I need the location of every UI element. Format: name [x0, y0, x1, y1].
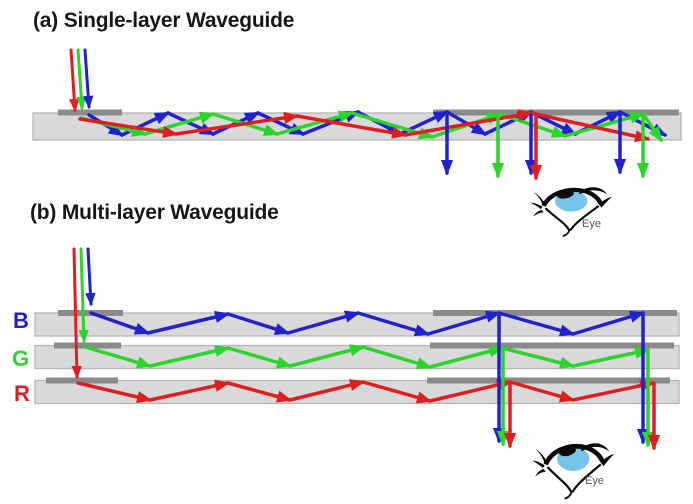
incident-ray-green-a	[75, 48, 87, 111]
guided-ray-red-a	[78, 109, 651, 143]
incident-ray-blue-a	[82, 48, 94, 110]
incident-ray-red-b	[71, 247, 82, 380]
incident-ray-red-a	[69, 48, 80, 113]
layer-label-green: G	[12, 346, 30, 371]
incident-ray-blue-b	[85, 247, 96, 307]
layer-label-blue: B	[13, 308, 29, 333]
green-outcoupling-grating	[430, 342, 674, 349]
red-incoupling-grating	[46, 377, 118, 384]
eye-caption: Eye	[582, 218, 601, 230]
layer-label-red: R	[14, 381, 30, 406]
guided-ray-blue-b	[89, 310, 646, 337]
eye-icon	[532, 443, 614, 499]
guided-ray-red-b	[76, 379, 656, 404]
blue-outcoupling-grating	[433, 310, 677, 316]
light-rays	[69, 48, 668, 451]
panel-a-title: (a) Single-layer Waveguide	[33, 9, 295, 32]
guided-ray-green-b	[83, 344, 651, 370]
incident-ray-green-b	[78, 247, 89, 344]
green-incoupling-grating	[54, 342, 121, 349]
single-outcoupling-grating	[433, 109, 679, 116]
red-outcoupling-grating	[427, 377, 670, 384]
panel-b-title: (b) Multi-layer Waveguide	[30, 201, 279, 224]
single-incoupling-grating	[58, 109, 122, 116]
eye-caption: Eye	[585, 475, 604, 487]
